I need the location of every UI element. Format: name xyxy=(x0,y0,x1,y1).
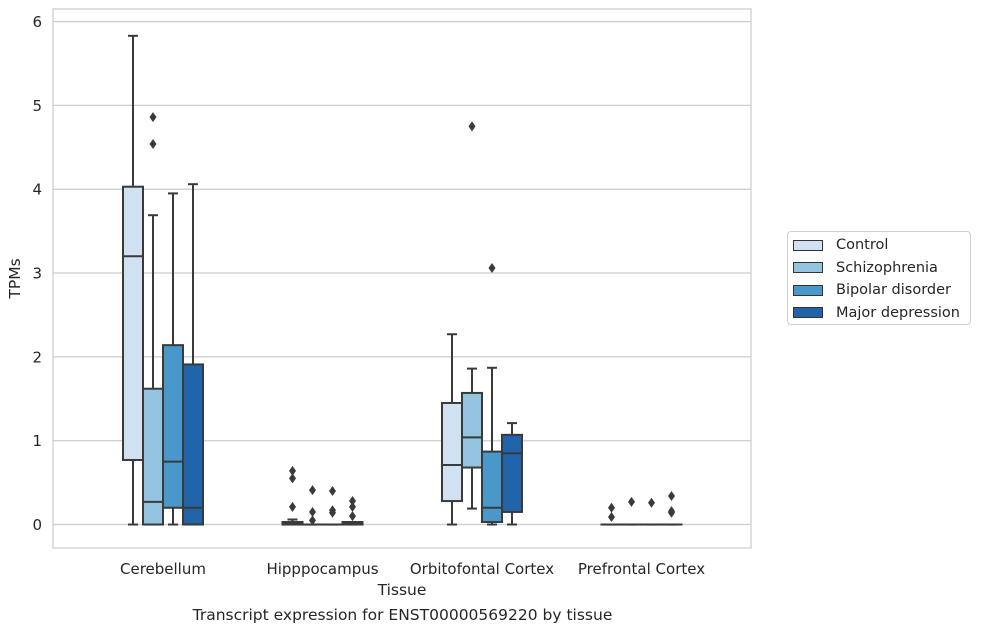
box xyxy=(301,485,324,526)
box-body xyxy=(441,401,463,503)
box xyxy=(122,34,144,526)
outlier-point xyxy=(488,263,496,274)
legend-swatch xyxy=(793,262,823,273)
legend-item: Major depression xyxy=(793,303,960,323)
series-major-depression xyxy=(182,183,683,526)
outlier-point xyxy=(289,501,296,512)
box xyxy=(162,192,184,526)
box xyxy=(142,112,164,526)
y-tick-label: 2 xyxy=(32,348,42,366)
x-tick-label: Prefrontal Cortex xyxy=(578,560,705,578)
box xyxy=(281,465,304,526)
outlier-point xyxy=(329,485,336,496)
outlier-point xyxy=(149,112,157,123)
box xyxy=(321,485,344,526)
y-axis-ticks: 0 1 2 3 4 5 6 xyxy=(32,13,42,534)
box-body xyxy=(461,391,483,469)
outlier-point xyxy=(309,485,316,496)
legend-label: Control xyxy=(836,237,889,253)
box xyxy=(481,263,503,526)
outlier-point xyxy=(349,501,356,512)
figure-caption: Transcript expression for ENST0000056922… xyxy=(192,606,613,624)
y-axis-label: TPMs xyxy=(6,258,24,299)
box-body xyxy=(182,363,204,526)
box-body xyxy=(481,450,503,524)
box xyxy=(341,496,364,526)
outlier-point xyxy=(349,511,356,522)
legend: Control Schizophrenia Bipolar disorder Majo… xyxy=(787,231,971,325)
box-body xyxy=(142,387,164,526)
y-tick-label: 5 xyxy=(32,97,42,115)
x-axis-label: Tissue xyxy=(377,581,427,599)
legend-label: Major depression xyxy=(836,304,960,321)
y-tick-label: 3 xyxy=(32,265,42,283)
legend-item: Schizophrenia xyxy=(793,258,938,278)
outlier-point xyxy=(668,491,675,502)
outlier-point xyxy=(468,121,476,132)
outlier-point xyxy=(149,138,157,149)
legend-swatch xyxy=(793,307,823,318)
outlier-point xyxy=(289,465,296,476)
x-tick-label: Hipppocampus xyxy=(266,560,378,578)
outlier-point xyxy=(309,506,316,517)
outlier-point xyxy=(349,496,356,507)
box xyxy=(182,183,204,526)
x-tick-label: Cerebellum xyxy=(120,560,206,578)
outlier-point xyxy=(668,506,675,517)
legend-label: Bipolar disorder xyxy=(836,282,951,298)
outlier-point xyxy=(608,511,615,522)
x-tick-label: Orbitofontal Cortex xyxy=(410,560,554,578)
box xyxy=(620,496,643,526)
series-schizophrenia xyxy=(142,112,643,526)
outlier-point xyxy=(329,505,336,516)
outlier-point xyxy=(608,502,615,513)
box xyxy=(501,422,523,526)
y-tick-label: 6 xyxy=(32,13,42,31)
legend-item: Control xyxy=(793,235,888,255)
outlier-point xyxy=(648,497,655,508)
box-plot-series xyxy=(122,34,683,526)
legend-item: Bipolar disorder xyxy=(793,280,951,300)
legend-swatch xyxy=(793,284,823,296)
y-tick-label: 1 xyxy=(32,432,42,450)
y-tick-label: 4 xyxy=(32,181,42,199)
series-control xyxy=(122,34,623,526)
legend-swatch xyxy=(793,239,823,251)
outlier-point xyxy=(628,496,635,507)
box-body xyxy=(501,433,523,513)
box xyxy=(600,502,623,526)
box-body xyxy=(162,344,184,509)
box xyxy=(640,497,663,526)
box xyxy=(461,121,483,510)
plot-frame xyxy=(52,8,752,549)
box-body xyxy=(122,185,144,461)
outlier-point xyxy=(309,515,316,526)
y-tick-label: 0 xyxy=(32,516,42,534)
legend-label: Schizophrenia xyxy=(836,259,938,276)
box xyxy=(660,491,683,526)
x-axis-ticks: Cerebellum Hipppocampus Orbitofontal Corte… xyxy=(120,560,705,578)
outlier-point xyxy=(289,473,296,484)
series-bipolar-disorder xyxy=(162,192,663,526)
box xyxy=(441,333,463,526)
